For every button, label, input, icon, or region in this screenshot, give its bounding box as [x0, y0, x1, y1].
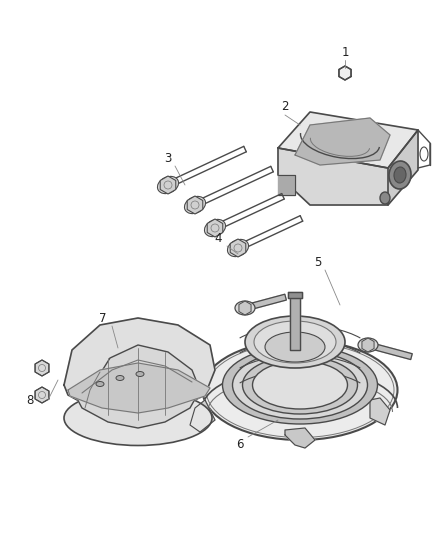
- Ellipse shape: [380, 192, 390, 204]
- Ellipse shape: [394, 167, 406, 183]
- Polygon shape: [278, 148, 388, 205]
- Ellipse shape: [265, 332, 325, 362]
- Ellipse shape: [245, 316, 345, 368]
- Ellipse shape: [205, 220, 226, 237]
- Text: 8: 8: [26, 393, 34, 407]
- Text: 1: 1: [341, 45, 349, 59]
- Polygon shape: [278, 112, 418, 168]
- Ellipse shape: [358, 338, 378, 352]
- Text: 3: 3: [164, 151, 172, 165]
- Polygon shape: [295, 118, 390, 165]
- Ellipse shape: [96, 382, 104, 386]
- Text: 4: 4: [214, 231, 222, 245]
- Text: 2: 2: [281, 101, 289, 114]
- Ellipse shape: [227, 239, 248, 256]
- Polygon shape: [388, 130, 418, 205]
- Polygon shape: [370, 398, 390, 425]
- Polygon shape: [339, 66, 351, 80]
- Text: 7: 7: [99, 311, 107, 325]
- Text: 5: 5: [314, 255, 321, 269]
- Polygon shape: [239, 301, 251, 315]
- Polygon shape: [278, 175, 295, 195]
- Polygon shape: [290, 295, 300, 350]
- Text: 6: 6: [236, 439, 244, 451]
- Ellipse shape: [64, 391, 212, 446]
- Polygon shape: [207, 219, 223, 237]
- Polygon shape: [285, 428, 315, 448]
- Polygon shape: [64, 318, 215, 420]
- Polygon shape: [367, 342, 412, 360]
- Polygon shape: [244, 294, 286, 311]
- Polygon shape: [35, 360, 49, 376]
- Polygon shape: [74, 345, 200, 428]
- Ellipse shape: [223, 346, 378, 424]
- Ellipse shape: [136, 372, 144, 376]
- Ellipse shape: [184, 196, 205, 214]
- Polygon shape: [35, 387, 49, 403]
- Ellipse shape: [158, 176, 179, 193]
- Ellipse shape: [233, 351, 367, 419]
- Ellipse shape: [202, 340, 398, 440]
- Ellipse shape: [254, 321, 336, 363]
- Ellipse shape: [389, 161, 411, 189]
- Ellipse shape: [252, 361, 347, 409]
- Polygon shape: [187, 196, 203, 214]
- Polygon shape: [160, 176, 176, 194]
- Polygon shape: [68, 363, 210, 413]
- Ellipse shape: [116, 376, 124, 381]
- Polygon shape: [288, 292, 302, 298]
- Polygon shape: [362, 338, 374, 352]
- Ellipse shape: [235, 301, 255, 315]
- Ellipse shape: [243, 356, 357, 414]
- Polygon shape: [230, 239, 246, 257]
- Polygon shape: [190, 400, 215, 432]
